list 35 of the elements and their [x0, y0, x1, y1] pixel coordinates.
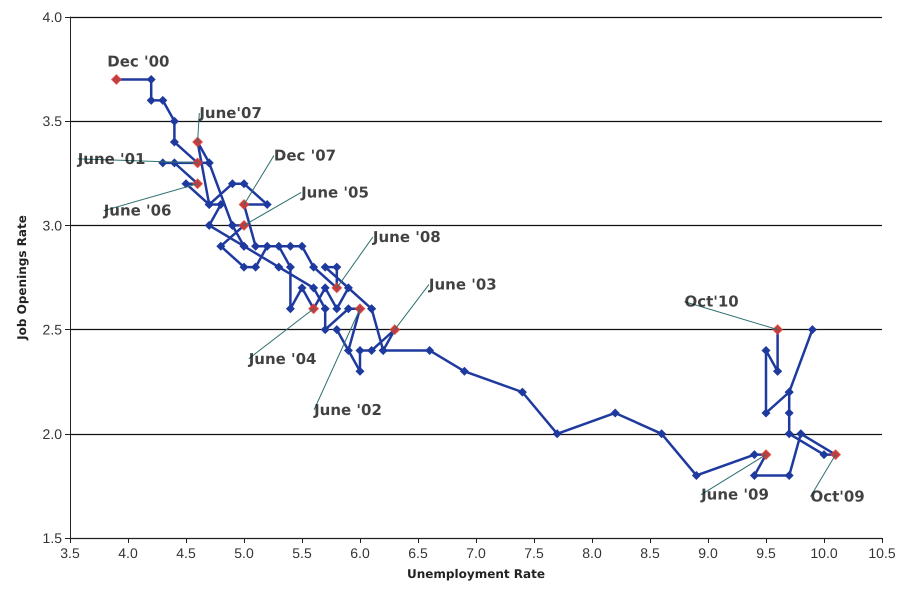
- x-tick-label: 6.5: [408, 545, 428, 561]
- y-tick-label: 3.0: [42, 217, 62, 234]
- x-tick-label: 7.5: [524, 545, 544, 561]
- x-tick-label: 8.5: [640, 545, 660, 561]
- y-tick-label: 2.5: [42, 322, 62, 338]
- annotation: June '09: [700, 486, 769, 504]
- annotation: Oct'09: [810, 488, 865, 506]
- x-tick-label: 10.0: [810, 545, 838, 561]
- annotation: Dec '07: [274, 146, 336, 165]
- x-tick-label: 9.0: [698, 545, 718, 561]
- annotation: Dec '00: [107, 52, 170, 71]
- annotation: June '04: [248, 350, 317, 368]
- x-tick-label: 7.0: [466, 545, 486, 561]
- x-tick-label: 5.5: [292, 545, 312, 561]
- y-tick-label: 1.5: [42, 530, 62, 546]
- x-tick-label: 3.5: [60, 545, 80, 561]
- x-tick-label: 4.5: [176, 545, 196, 561]
- x-tick-label: 9.5: [756, 545, 776, 561]
- annotation: June '06: [102, 202, 172, 220]
- y-tick-label: 3.5: [42, 113, 62, 130]
- x-tick-label: 8.0: [582, 545, 602, 561]
- x-tick-label: 6.0: [350, 545, 370, 561]
- annotation: June'07: [198, 104, 262, 122]
- y-tick-label: 2.0: [42, 426, 62, 442]
- x-tick-label: 4.0: [118, 545, 138, 561]
- annotation: Oct'10: [684, 292, 739, 311]
- x-tick-label: 5.0: [234, 545, 254, 561]
- annotation: June '05: [300, 183, 369, 202]
- annotation: June '03: [428, 276, 497, 294]
- y-tick-label: 4.0: [42, 9, 62, 25]
- x-tick-label: 10.5: [868, 545, 896, 561]
- annotation: June '08: [372, 228, 441, 246]
- x-axis-title: Unemployment Rate: [406, 567, 546, 581]
- annotation: June '02: [313, 400, 382, 419]
- y-axis-title: Job Openings Rate: [15, 215, 29, 341]
